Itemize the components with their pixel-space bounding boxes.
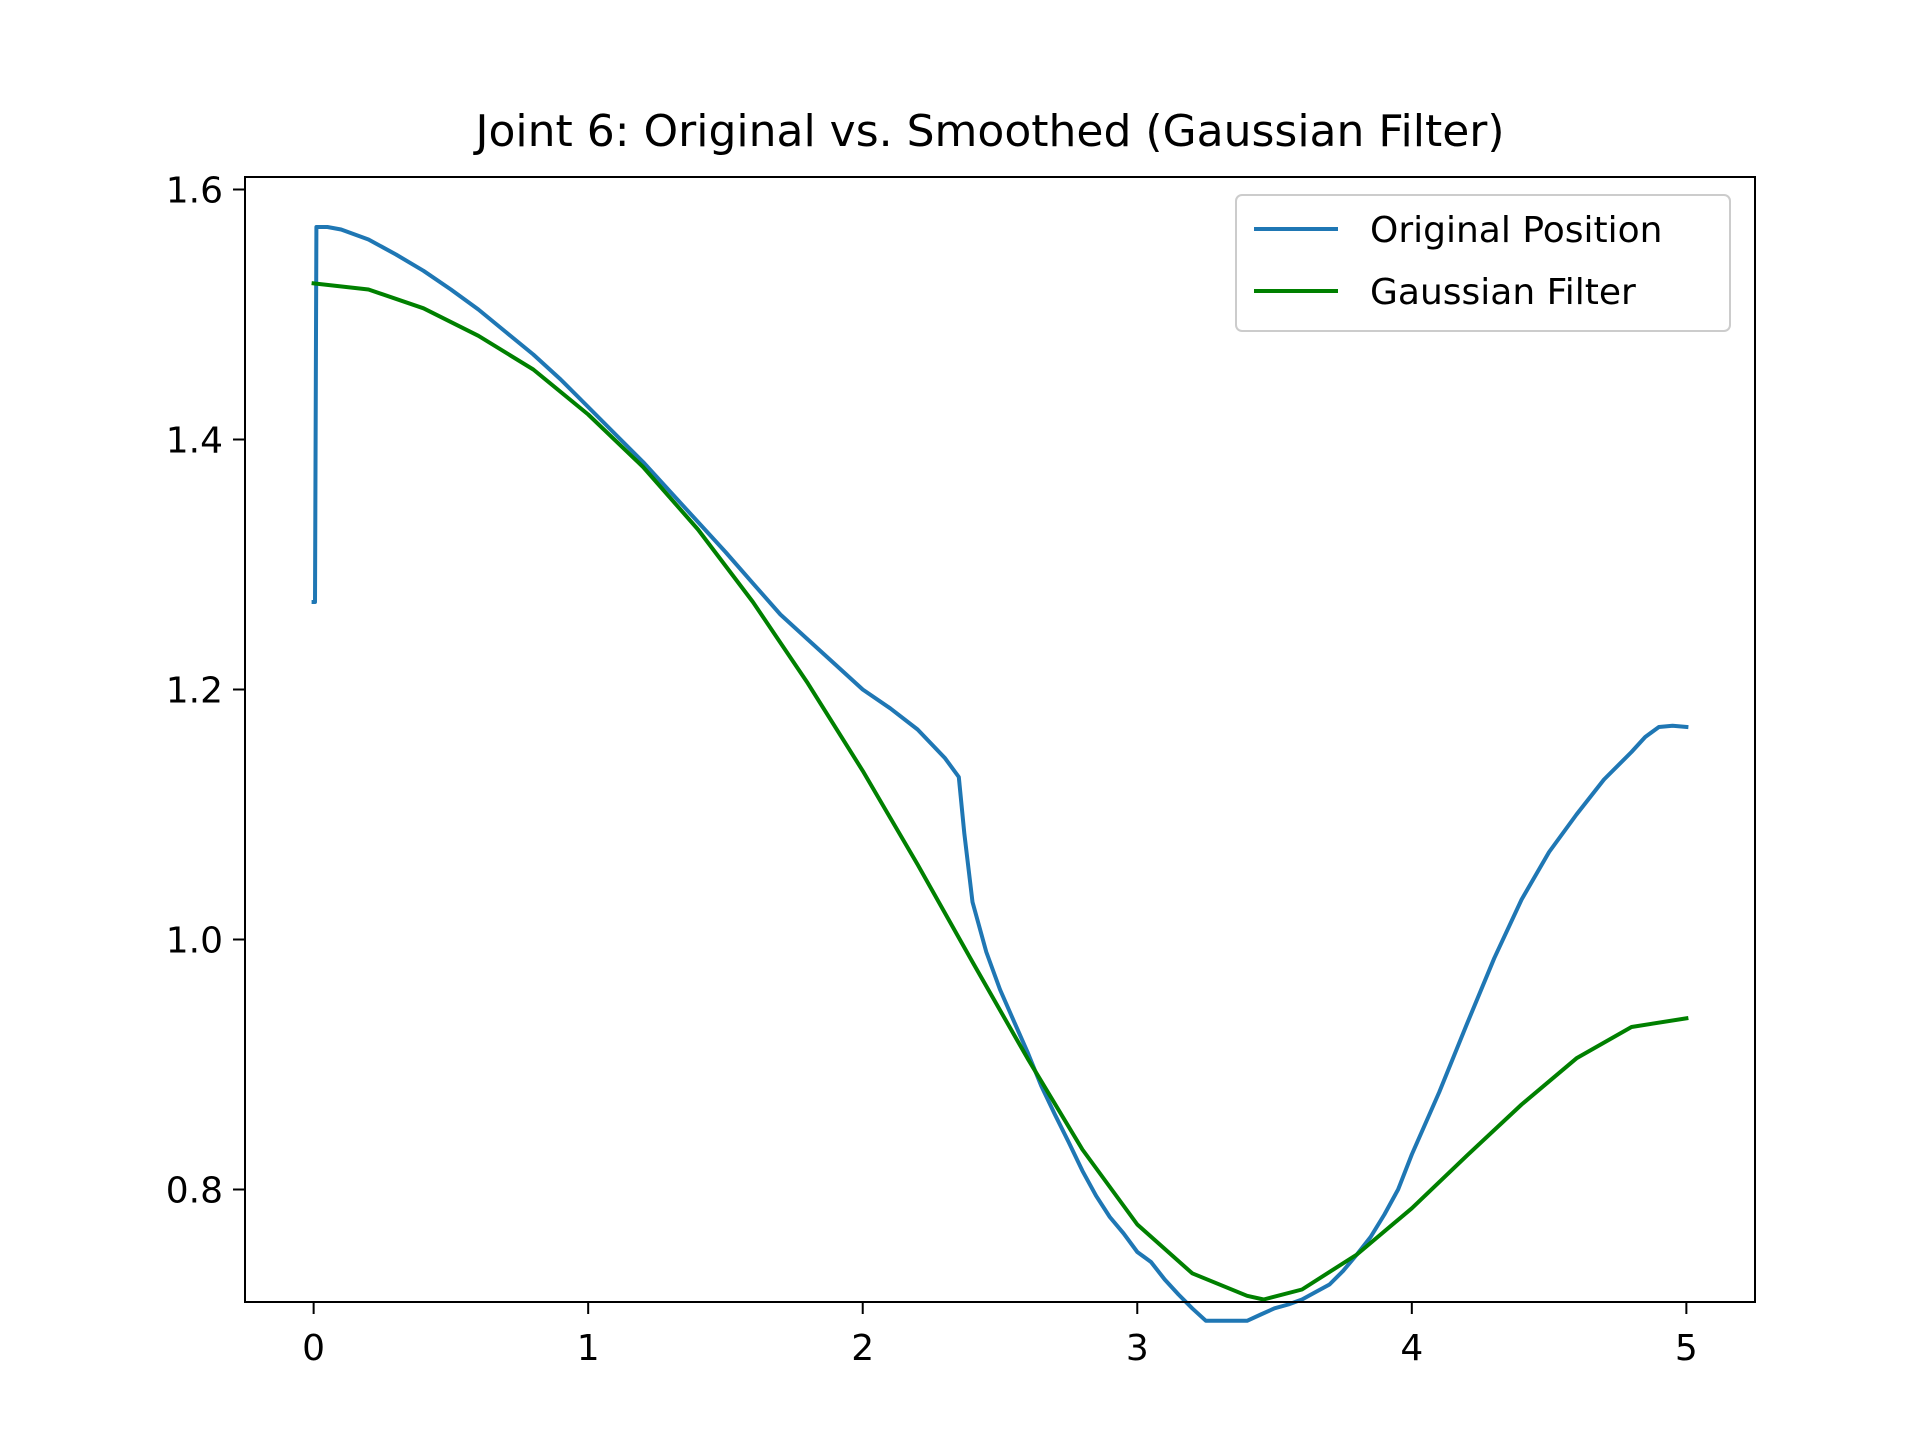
axes-frame <box>244 176 1756 1303</box>
y-axis: 0.8 1.0 1.2 1.4 1.6 <box>166 171 245 1212</box>
x-tick-label: 1 <box>577 1328 600 1369</box>
y-tick-label: 1.2 <box>166 671 223 712</box>
series-line-gaussian-filter <box>311 281 1689 1302</box>
chart-title: Joint 6: Original vs. Smoothed (Gaussian… <box>472 106 1504 157</box>
y-tick-label: 1.6 <box>166 171 223 212</box>
legend-label-gaussian-filter: Gaussian Filter <box>1370 272 1636 313</box>
x-tick-label: 2 <box>851 1328 874 1369</box>
y-tick-label: 1.4 <box>166 421 223 462</box>
y-tick-label: 0.8 <box>166 1171 223 1212</box>
series-lines <box>311 225 1689 1323</box>
legend-label-original-position: Original Position <box>1370 210 1662 251</box>
x-tick-label: 4 <box>1400 1328 1423 1369</box>
x-tick-label: 3 <box>1126 1328 1149 1369</box>
x-tick-label: 0 <box>302 1328 325 1369</box>
x-axis: 0 1 2 3 4 5 <box>302 1302 1698 1369</box>
y-tick-label: 1.0 <box>166 921 223 962</box>
legend: Original Position Gaussian Filter <box>1235 194 1731 332</box>
series-line-original-position <box>311 225 1689 1323</box>
legend-box <box>1235 194 1731 332</box>
x-tick-label: 5 <box>1675 1328 1698 1369</box>
